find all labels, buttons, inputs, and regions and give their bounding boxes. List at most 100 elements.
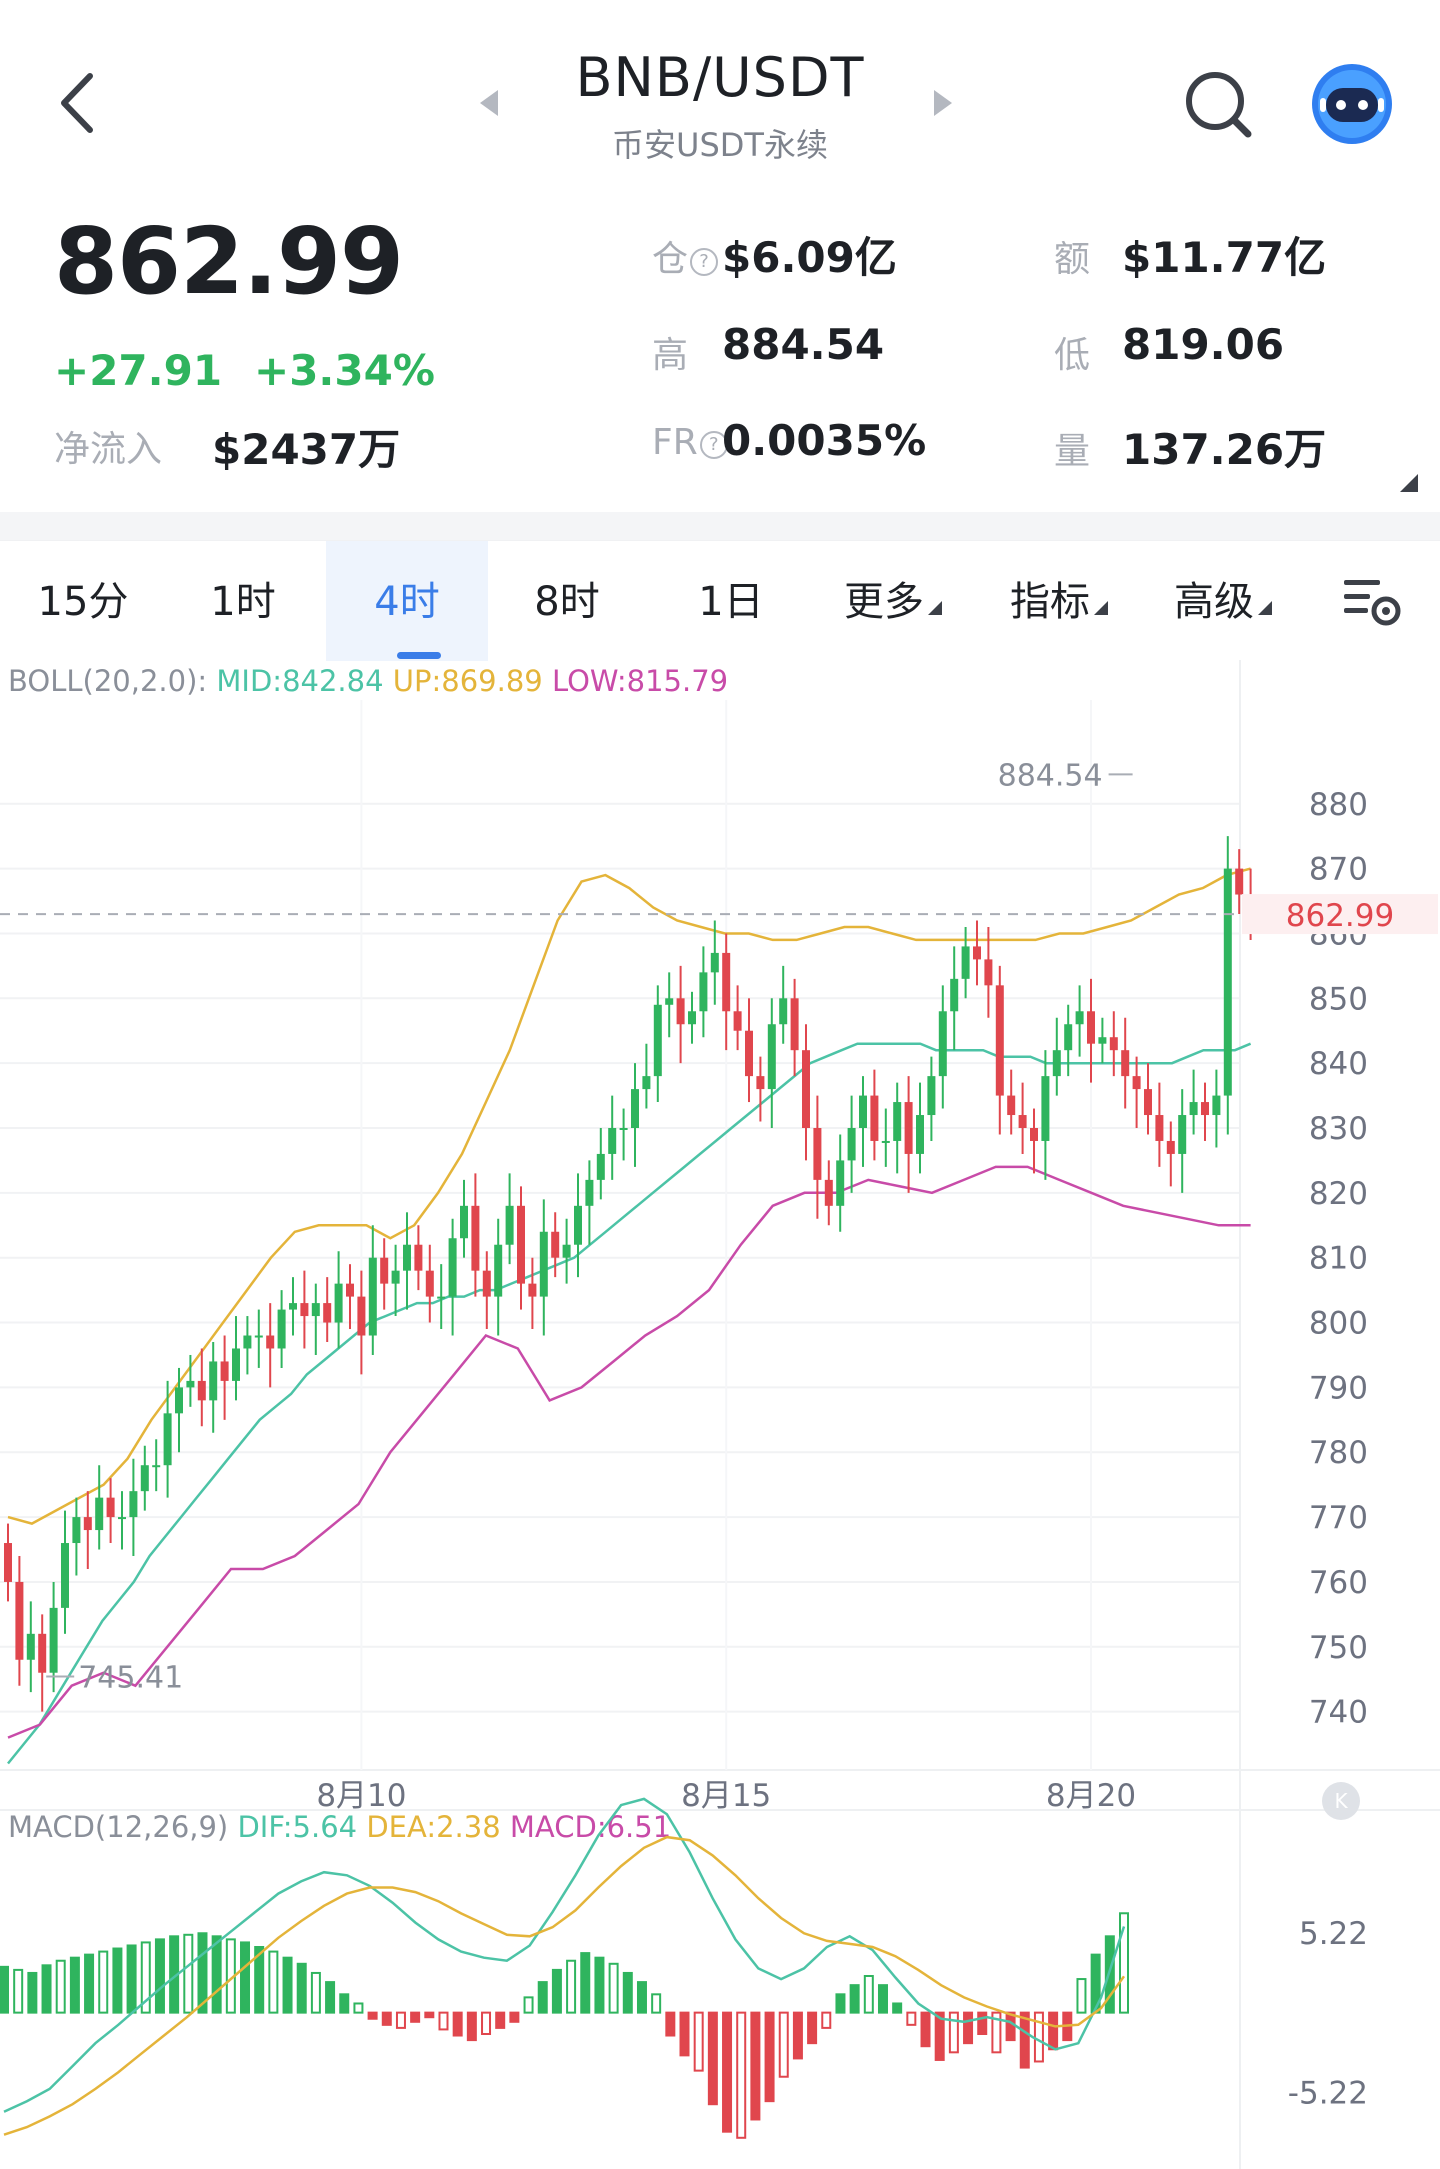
candle-body: [152, 1465, 161, 1468]
candle-body: [368, 1257, 377, 1336]
candle-body: [859, 1095, 867, 1128]
open-interest-label-text: 仓: [652, 239, 689, 280]
macd-legend: MACD(12,26,9) DIF:5.64 DEA:2.38 MACD:6.5…: [8, 1810, 671, 1844]
candle-body: [118, 1517, 126, 1520]
tab-1d[interactable]: 1日: [698, 579, 764, 625]
candle-body: [916, 1115, 924, 1154]
candle-body: [15, 1581, 24, 1660]
candle-body: [209, 1361, 218, 1401]
macd-bar: [679, 2011, 690, 2057]
macd-bar: [509, 2011, 520, 2023]
macd-bar: [551, 1968, 562, 2014]
back-arrow-icon[interactable]: [52, 70, 102, 136]
macd-bar: [948, 2011, 959, 2054]
tab-advanced[interactable]: 高级: [1148, 541, 1298, 661]
macd-bar: [410, 2011, 421, 2023]
candle-body: [779, 998, 788, 1025]
boll-lower-line: [7, 1165, 1251, 1739]
candle-body: [482, 1270, 491, 1297]
candle-body: [220, 1361, 229, 1381]
macd-bar: [325, 1981, 336, 2014]
candle-body: [824, 1179, 833, 1206]
candle-body: [448, 1238, 457, 1297]
y-tick-label: 790: [1309, 1370, 1368, 1406]
high-marker-label: 884.54: [998, 758, 1103, 793]
candle-body: [38, 1633, 47, 1673]
macd-bar: [41, 1964, 52, 2014]
boll-upper-line: [7, 867, 1251, 1525]
tab-8h[interactable]: 8时: [534, 579, 600, 625]
candle-body: [756, 1076, 765, 1090]
price-change: +27.91: [54, 346, 223, 395]
candle-body: [608, 1128, 617, 1154]
x-tick-label: 8月10: [316, 1778, 406, 1814]
macd-bar: [566, 1959, 577, 2014]
candle-body: [562, 1244, 571, 1258]
candle-body: [95, 1497, 104, 1531]
macd-bar: [736, 2011, 747, 2139]
macd-bar: [481, 2011, 492, 2036]
chart-settings-icon[interactable]: [1344, 577, 1402, 627]
macd-bar: [339, 1993, 350, 2014]
prev-pair-icon[interactable]: [478, 88, 500, 118]
macd-bar: [69, 1956, 80, 2014]
candle-body: [254, 1335, 263, 1338]
macd-bar: [240, 1941, 251, 2014]
macd-bar: [537, 1981, 548, 2014]
candle-body: [1189, 1102, 1198, 1116]
macd-bar: [636, 1981, 647, 2014]
low-marker-label: 745.41: [78, 1661, 183, 1696]
info-icon[interactable]: ?: [699, 431, 728, 459]
candle-body: [836, 1160, 845, 1206]
time-axis: 8月10 8月15 8月20: [316, 1778, 1136, 1814]
candle-body: [129, 1491, 138, 1518]
candle-body: [596, 1153, 605, 1180]
tab-15m[interactable]: 15分: [37, 579, 129, 625]
macd-bar: [296, 1962, 307, 2014]
active-tab-indicator: [397, 652, 441, 659]
macd-bar: [622, 1971, 633, 2014]
tab-1h[interactable]: 1时: [210, 579, 276, 625]
turnover-value: $11.77亿: [1122, 233, 1327, 282]
macd-bar: [438, 2011, 449, 2031]
top-nav: BNB/USDT 币安USDT永续: [0, 0, 1440, 200]
candle-body: [722, 952, 731, 1012]
macd-bar: [268, 1950, 279, 2014]
next-pair-icon[interactable]: [932, 88, 954, 118]
tab-more[interactable]: 更多: [818, 541, 968, 661]
candle-body: [676, 998, 685, 1025]
macd-bar: [792, 2011, 803, 2060]
candle-body: [574, 1205, 582, 1245]
candle-body: [585, 1179, 594, 1206]
macd-bar: [665, 2011, 676, 2037]
macd-bar: [750, 2011, 761, 2121]
info-icon[interactable]: ?: [690, 248, 719, 276]
robot-avatar-icon[interactable]: [1310, 62, 1394, 146]
candle-body: [938, 1011, 947, 1077]
candle-body: [813, 1128, 822, 1180]
macd-bar: [13, 1968, 24, 2014]
funding-rate-value: 0.0035%: [722, 416, 927, 465]
macd-bar: [55, 1959, 66, 2014]
tab-indicators[interactable]: 指标: [984, 541, 1134, 661]
expand-corner-icon[interactable]: [1400, 474, 1418, 492]
candle-body: [163, 1413, 172, 1466]
y-tick-label: 850: [1309, 981, 1368, 1017]
tab-4h[interactable]: 4时: [326, 541, 488, 661]
candle-body: [904, 1102, 913, 1154]
candle-body: [847, 1128, 856, 1161]
scroll-to-latest-button[interactable]: K: [1322, 1782, 1360, 1820]
candle-body: [665, 998, 674, 1005]
pair-title[interactable]: BNB/USDT: [575, 46, 865, 109]
macd-bar: [991, 2011, 1002, 2054]
macd-bar: [1005, 2011, 1016, 2042]
net-inflow-label: 净流入: [54, 429, 163, 470]
boll-mid-value: MID:842.84: [216, 664, 384, 698]
candlesticks: [4, 836, 1255, 1712]
candle-body: [1144, 1089, 1152, 1116]
macd-dea-line: [3, 1835, 1126, 2136]
search-icon[interactable]: [1182, 68, 1256, 142]
macd-bar: [254, 1946, 265, 2014]
volume-label: 量: [1054, 431, 1091, 472]
